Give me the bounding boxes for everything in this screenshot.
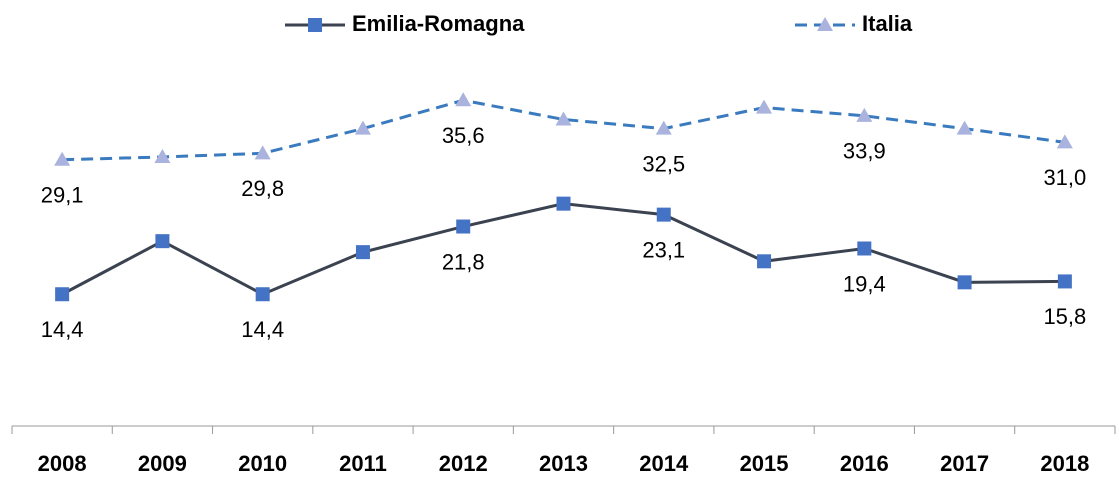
point bbox=[455, 92, 472, 107]
x-tick-label: 2016 bbox=[840, 451, 889, 476]
legend-marker bbox=[308, 18, 322, 32]
x-tick-label: 2012 bbox=[439, 451, 488, 476]
point bbox=[757, 254, 772, 269]
series-line bbox=[61, 202, 1065, 296]
point bbox=[655, 120, 672, 135]
point bbox=[155, 234, 170, 249]
point bbox=[54, 151, 71, 166]
legend-marker bbox=[817, 17, 833, 31]
x-tick-label: 2010 bbox=[238, 451, 287, 476]
point bbox=[355, 245, 370, 260]
point bbox=[354, 120, 371, 135]
value-label: 35,6 bbox=[442, 123, 485, 148]
x-tick-label: 2008 bbox=[38, 451, 87, 476]
point bbox=[756, 99, 773, 114]
value-label: 32,5 bbox=[642, 151, 685, 176]
point bbox=[555, 111, 572, 126]
series-line bbox=[62, 98, 1066, 162]
value-label: 14,4 bbox=[41, 317, 84, 342]
value-label: 15,8 bbox=[1043, 304, 1086, 329]
point bbox=[957, 275, 972, 290]
x-tick-label: 2009 bbox=[138, 451, 187, 476]
point bbox=[255, 287, 270, 302]
value-label: 29,8 bbox=[241, 176, 284, 201]
value-label: 14,4 bbox=[241, 317, 284, 342]
x-tick-label: 2011 bbox=[339, 451, 387, 476]
value-label: 19,4 bbox=[843, 271, 886, 296]
point bbox=[1057, 274, 1072, 289]
x-tick-label: 2014 bbox=[639, 451, 689, 476]
point bbox=[556, 196, 571, 211]
point bbox=[857, 241, 872, 256]
point bbox=[1056, 134, 1073, 149]
point bbox=[55, 287, 70, 302]
legend-label: Italia bbox=[862, 11, 913, 36]
point bbox=[254, 145, 271, 160]
value-label: 21,8 bbox=[442, 249, 485, 274]
point bbox=[656, 207, 671, 222]
x-tick-label: 2017 bbox=[940, 451, 989, 476]
point bbox=[856, 107, 873, 122]
point bbox=[456, 219, 471, 234]
point bbox=[154, 148, 171, 163]
value-label: 29,1 bbox=[41, 183, 84, 208]
x-tick-label: 2013 bbox=[539, 451, 588, 476]
value-label: 31,0 bbox=[1043, 165, 1086, 190]
point bbox=[956, 120, 973, 135]
value-label: 23,1 bbox=[642, 237, 685, 262]
x-tick-label: 2018 bbox=[1040, 451, 1089, 476]
x-tick-label: 2015 bbox=[740, 451, 789, 476]
value-label: 33,9 bbox=[843, 139, 886, 164]
legend-label: Emilia-Romagna bbox=[352, 11, 525, 36]
